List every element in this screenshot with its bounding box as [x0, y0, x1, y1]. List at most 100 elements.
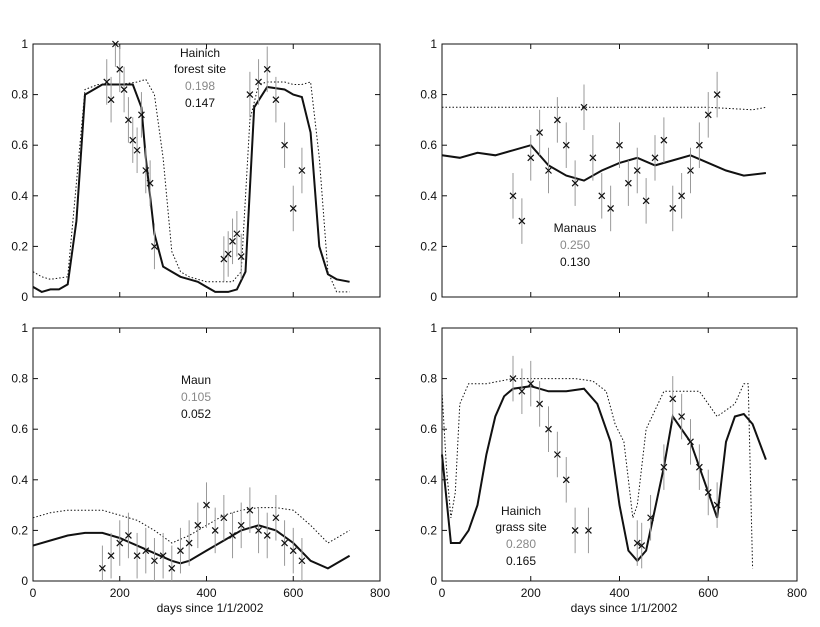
- observation-point: [116, 539, 124, 547]
- observation-point: [103, 78, 111, 86]
- site-name-line1: Hainich: [180, 46, 220, 60]
- observation-point: [246, 91, 254, 99]
- score-gray: 0.105: [181, 390, 211, 404]
- observation-point: [272, 96, 280, 104]
- observation-point: [146, 179, 154, 187]
- x-tick-label: 0: [30, 586, 37, 600]
- y-tick-label: 0.6: [11, 422, 28, 436]
- observation-point: [527, 154, 535, 162]
- observation-point: [107, 552, 115, 560]
- observation-point: [237, 521, 245, 529]
- observation-point: [138, 111, 145, 119]
- score-gray: 0.198: [185, 79, 215, 93]
- observation-point: [125, 532, 132, 539]
- x-tick-label: 800: [370, 586, 390, 600]
- y-tick-label: 0: [21, 290, 28, 304]
- observation-point: [553, 116, 561, 124]
- observation-point: [571, 179, 579, 187]
- plot-frame: [32, 327, 381, 582]
- observation-point: [151, 242, 158, 250]
- observation-point: [255, 78, 262, 86]
- observation-point: [229, 237, 236, 245]
- observation-point: [116, 65, 124, 73]
- observation-point: [125, 116, 132, 124]
- observation-point: [695, 141, 703, 149]
- observation-point: [562, 476, 570, 484]
- score-black: 0.130: [560, 255, 590, 269]
- observation-point: [704, 111, 712, 119]
- y-tick-label: 0.8: [11, 88, 28, 102]
- observation-point: [678, 413, 686, 420]
- plot-frame: [441, 43, 798, 298]
- plot-marks: 0 0.2 0.4 0.6 0.8 1: [420, 37, 798, 304]
- observation-point: [616, 141, 623, 149]
- site-name-line1: Manaus: [554, 221, 597, 235]
- observation-point: [660, 463, 668, 471]
- observation-point: [687, 167, 694, 174]
- observation-point: [263, 65, 271, 73]
- x-tick-label: 200: [521, 586, 541, 600]
- x-tick-label: 0: [439, 586, 446, 600]
- y-tick-label: 0: [21, 574, 28, 588]
- y-tick-label: 1: [430, 321, 437, 335]
- observation-point: [536, 400, 544, 408]
- score-gray: 0.250: [560, 238, 590, 252]
- observation-point: [660, 136, 668, 144]
- observation-point: [255, 526, 262, 534]
- observation-point: [142, 167, 150, 174]
- observation-point: [687, 438, 694, 446]
- observation-point: [669, 205, 677, 212]
- observation-point: [518, 387, 526, 395]
- panel-hainich-forest: 0 0.2 0.4 0.6 0.8 1 Hainich forest site 0.198…: [11, 37, 381, 304]
- y-tick-label: 0.6: [11, 138, 28, 152]
- series-line-solid: [441, 385, 767, 563]
- x-tick-label: 600: [698, 586, 718, 600]
- observation-point: [713, 91, 721, 99]
- series-line-solid: [32, 524, 351, 570]
- score-black: 0.165: [506, 554, 536, 568]
- observation-point: [553, 451, 561, 458]
- observation-point: [211, 526, 219, 534]
- observation-point: [272, 514, 280, 522]
- observation-point: [281, 539, 288, 547]
- observation-point: [580, 103, 588, 111]
- observation-point: [142, 547, 150, 555]
- site-name-line1: Hainich: [501, 504, 541, 518]
- observation-point: [133, 552, 141, 560]
- observation-point: [633, 167, 641, 174]
- score-gray: 0.280: [506, 537, 536, 551]
- x-tick-label: 200: [110, 586, 130, 600]
- observation-point: [133, 146, 141, 154]
- y-tick-label: 0.6: [420, 138, 437, 152]
- observation-point: [151, 557, 158, 565]
- observation-point: [536, 129, 544, 136]
- site-name-line2: forest site: [174, 62, 226, 76]
- plot-frame: [441, 327, 798, 582]
- observation-point: [298, 167, 306, 174]
- observation-point: [695, 463, 703, 471]
- observation-point: [289, 547, 297, 555]
- observation-point: [263, 532, 271, 539]
- observation-point: [651, 154, 659, 162]
- observation-point: [246, 506, 254, 514]
- observation-point: [220, 514, 228, 522]
- y-tick-label: 0.8: [420, 372, 437, 386]
- observation-point: [638, 542, 646, 550]
- observation-point: [518, 217, 526, 225]
- observation-point: [713, 501, 721, 509]
- score-black: 0.052: [181, 407, 211, 421]
- observation-point: [233, 230, 241, 238]
- y-tick-label: 1: [21, 321, 28, 335]
- y-tick-label: 0.8: [420, 88, 437, 102]
- observation-point: [571, 526, 579, 534]
- observation-point: [203, 501, 210, 509]
- observation-point: [669, 395, 677, 403]
- x-tick-label: 600: [283, 586, 303, 600]
- plot-marks: 0 0.2 0.4 0.6 0.8 1 0 200 400 600 800: [420, 321, 807, 600]
- observation-point: [111, 40, 119, 48]
- x-axis-label: days since 1/1/2002: [157, 601, 264, 615]
- observation-point: [624, 179, 632, 187]
- observation-point: [598, 192, 606, 200]
- observation-point: [168, 564, 176, 572]
